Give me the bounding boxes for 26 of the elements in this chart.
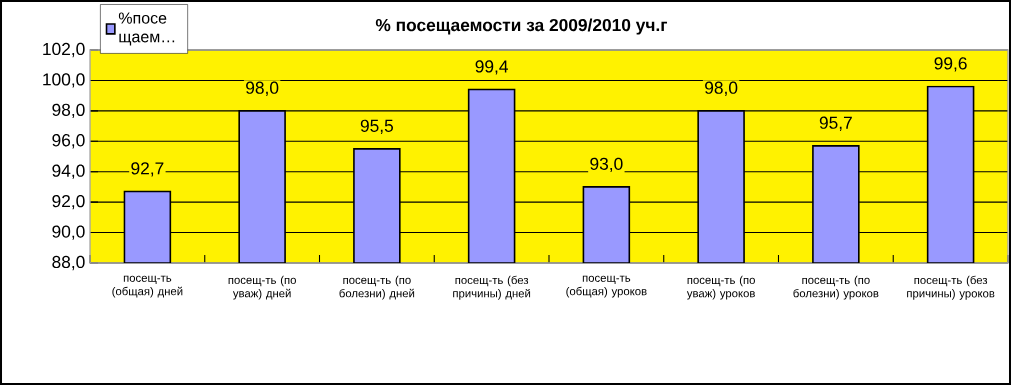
y-tick-label: 96,0 <box>52 134 85 149</box>
x-tick-label: посещ-ть (по уваж) дней <box>228 275 296 300</box>
x-tick-label: посещ-ть (без причины) дней <box>453 275 531 300</box>
data-label: 95,5 <box>360 119 394 134</box>
y-tick-label: 98,0 <box>52 103 85 119</box>
y-tick-label: 92,0 <box>52 194 85 210</box>
data-label: 95,7 <box>819 116 852 131</box>
x-tick-label: посещ-ть (общая) дней <box>112 275 183 298</box>
y-tick-label: 100,0 <box>43 73 85 88</box>
data-label: 98,0 <box>246 81 279 96</box>
data-label: 99,6 <box>934 57 967 72</box>
data-label: 98,0 <box>705 81 738 96</box>
y-tick-label: 102,0 <box>43 42 85 58</box>
data-label: 93,0 <box>590 157 623 172</box>
data-label: 92,7 <box>131 162 164 177</box>
data-label: 99,4 <box>475 60 508 75</box>
x-tick-label: посещ-ть (по болезни) дней <box>339 275 415 300</box>
y-tick-label: 94,0 <box>52 164 85 179</box>
x-tick-label: посещ-ть (по болезни) уроков <box>793 275 879 300</box>
x-tick-label: посещ-ть (по уваж) уроков <box>686 275 755 300</box>
y-tick-label: 88,0 <box>52 255 85 271</box>
x-tick-label: посещ-ть (общая) уроков <box>566 275 647 298</box>
chart-title: % посещаемости за 2009/2010 уч.г <box>375 18 668 35</box>
legend-label: %посе щаем… <box>118 12 175 46</box>
y-tick-label: 90,0 <box>52 225 85 240</box>
x-tick-label: посещ-ть (без причины) уроков <box>907 275 995 300</box>
